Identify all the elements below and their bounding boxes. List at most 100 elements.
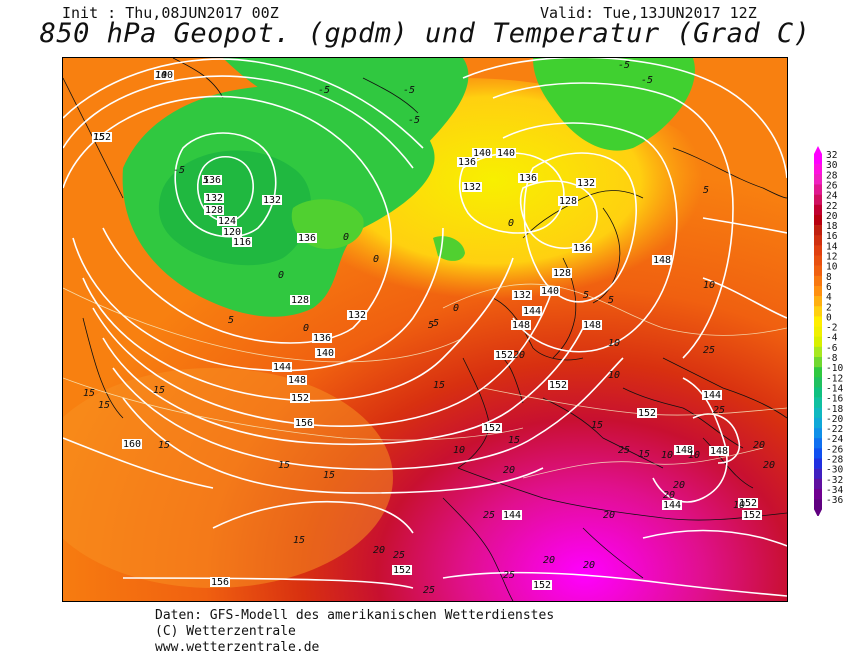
colorbar-swatch: [814, 194, 822, 206]
colorbar-swatch: [814, 377, 822, 388]
colorbar-level-label: 20: [826, 211, 838, 222]
temperature-label: 20: [663, 490, 675, 501]
temperature-label: 25: [423, 585, 435, 596]
colorbar-level-label: -36: [826, 495, 843, 506]
colorbar-level-label: 4: [826, 292, 832, 303]
cold-area-arctic: [223, 58, 469, 169]
weather-map: 152 140 136 132 128 124 120 116 132 136 128 132 136 1…: [62, 57, 788, 602]
data-source: Daten: GFS-Modell des amerikanischen Wet…: [155, 608, 555, 623]
colorbar-level-label: -8: [826, 353, 838, 364]
temperature-label: 10: [688, 450, 700, 461]
temperature-label: 15: [93, 132, 105, 143]
colorbar-level-label: -4: [826, 333, 838, 344]
temperature-label: 5: [433, 318, 439, 329]
colorbar-level-label: 32: [826, 150, 837, 161]
geopotential-label-box: [347, 310, 367, 320]
colorbar-level-label: -20: [826, 414, 843, 425]
geopotential-label: 128: [205, 205, 223, 216]
geopotential-label: 152: [291, 393, 309, 404]
colorbar-swatch: [814, 488, 822, 500]
geopotential-label: 136: [298, 233, 316, 244]
geopotential-label-box: [522, 306, 542, 316]
geopotential-label: 144: [663, 500, 681, 511]
geopotential-label-box: [287, 375, 307, 385]
temperature-label: 20: [583, 560, 595, 571]
colorbar-level-label: -24: [826, 434, 843, 445]
temperature-label: -5: [408, 115, 420, 126]
geopotential-label-box: [532, 580, 552, 590]
colorbar-swatch: [814, 367, 822, 378]
temperature-label: 15: [98, 400, 110, 411]
colorbar-level-label: 16: [826, 231, 838, 242]
geopotential-label-box: [457, 157, 477, 167]
colorbar-swatch: [814, 275, 822, 287]
geopotential-label-box: [297, 233, 317, 243]
geopotential-label: 144: [503, 510, 521, 521]
geopotential-label-box: [558, 196, 578, 206]
temperature-label: 15: [293, 535, 305, 546]
temperature-label: 5: [203, 175, 209, 186]
colorbar-swatch: [814, 448, 822, 459]
geopotential-label-box: [482, 423, 502, 433]
init-time: Init : Thu,08JUN2017 00Z: [62, 4, 279, 22]
geopotential-label: 132: [263, 195, 281, 206]
geopotential-label-box: [290, 295, 310, 305]
geopotential-label-box: [472, 148, 492, 158]
temperature-label: -5: [173, 165, 185, 176]
geopotential-label-box: [272, 362, 292, 372]
colorbar-level-label: -6: [826, 343, 838, 354]
map-labels: 1521401361321281241201161321361281321361…: [83, 60, 775, 596]
temperature-label: 25: [713, 405, 725, 416]
geopotential-label: 152: [533, 580, 551, 591]
temperature-label: 20: [763, 460, 775, 471]
geopotential-label: 124: [218, 216, 236, 227]
temperature-label: 0: [373, 254, 379, 265]
temperature-label: 15: [323, 470, 335, 481]
temperature-label: 10: [453, 445, 465, 456]
colorbar-swatch: [814, 164, 822, 175]
colorbar-level-label: -34: [826, 485, 843, 496]
geopotential-label: 140: [316, 348, 334, 359]
temperature-label: 20: [373, 545, 385, 556]
colorbar-level-label: -16: [826, 394, 843, 405]
temperature-label: 5: [428, 320, 434, 331]
temperature-label: -5: [618, 60, 630, 71]
geopotential-label: 132: [348, 310, 366, 321]
colorbar-swatch: [814, 184, 822, 195]
geopotential-label: 136: [573, 243, 591, 254]
geopotential-label-box: [496, 148, 516, 158]
temperature-label: 5: [703, 185, 709, 196]
colorbar-level-label: 12: [826, 252, 837, 263]
temperature-label: 15: [591, 420, 603, 431]
colorbar-swatch: [814, 478, 822, 490]
temperature-label: 10: [608, 370, 620, 381]
map-canvas: 1521401361321281241201161321361281321361…: [63, 58, 787, 601]
geopotential-label-box: [494, 350, 514, 360]
geopotential-label: 152: [393, 565, 411, 576]
temperature-label: 25: [503, 570, 515, 581]
colorbar-swatch: [814, 204, 822, 216]
temperature-label: 15: [278, 460, 290, 471]
colorbar-level-label: -32: [826, 475, 843, 486]
geopotential-label-box: [502, 510, 522, 520]
temperature-label: 15: [158, 440, 170, 451]
geopotential-label: 152: [739, 498, 757, 509]
geopotential-label: 132: [205, 193, 223, 204]
colorbar-swatch: [814, 285, 822, 297]
colorbar-level-label: -22: [826, 424, 843, 435]
temperature-label: 20: [603, 510, 615, 521]
colorbar-level-label: 28: [826, 170, 838, 181]
geopotential-label: 152: [638, 408, 656, 419]
colorbar-level-label: -28: [826, 455, 843, 466]
geopotential-label: 132: [577, 178, 595, 189]
colorbar-swatch: [814, 245, 822, 256]
geopotential-label-box: [702, 390, 722, 400]
temperature-label: -5: [641, 75, 653, 86]
temperature-label: 10: [661, 450, 673, 461]
colorbar-level-label: 14: [826, 241, 838, 252]
colorbar-level-label: -10: [826, 363, 843, 374]
geopotential-label: 120: [223, 227, 241, 238]
geopotential-label-box: [204, 205, 224, 215]
geopotential-label: 156: [295, 418, 313, 429]
colorbar-swatch: [814, 316, 822, 327]
